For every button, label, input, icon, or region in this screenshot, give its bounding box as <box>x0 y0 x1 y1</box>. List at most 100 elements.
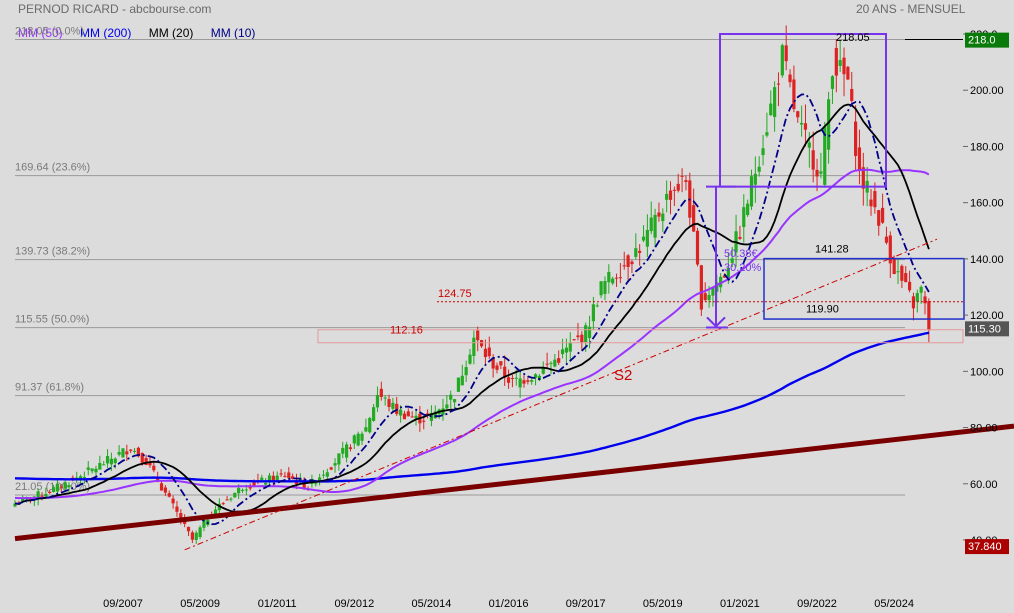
candle-body <box>850 89 854 101</box>
candle-body <box>460 375 464 386</box>
candle-body <box>572 339 576 341</box>
candle-body <box>707 294 711 301</box>
candle-body <box>591 304 595 322</box>
candle-body <box>63 482 67 489</box>
candle-body <box>152 465 156 471</box>
chart-period: 20 ANS - MENSUEL <box>856 2 966 16</box>
drop-amount-label: 50.38€ <box>724 248 758 260</box>
candle-body <box>892 258 896 275</box>
candle-body <box>904 273 908 283</box>
fib-label: 139.73 (38.2%) <box>15 246 90 258</box>
candle-body <box>749 176 754 207</box>
fib-label: 169.64 (23.6%) <box>15 162 90 174</box>
candle-body <box>873 191 877 208</box>
candle-body <box>279 473 283 475</box>
candle-body <box>156 477 160 482</box>
candle-body <box>753 173 757 185</box>
badge-high: 218.0 <box>968 35 996 47</box>
candle-body <box>487 347 491 357</box>
fib-label: 91.37 (61.8%) <box>15 382 84 394</box>
candle-body <box>861 167 865 189</box>
candle-body <box>545 363 549 365</box>
candle-body <box>348 447 353 449</box>
candle-body <box>692 205 696 232</box>
candle-body <box>175 506 179 512</box>
level-112-label: 112.16 <box>390 324 423 336</box>
candle-body <box>329 467 333 470</box>
candle-body <box>321 474 326 476</box>
candle-body <box>495 365 499 370</box>
candle-body <box>726 268 730 278</box>
candle-body <box>518 378 522 388</box>
candle-body <box>375 394 380 408</box>
candle-body <box>618 277 622 279</box>
candle-body <box>703 293 707 301</box>
candle-body <box>291 476 295 479</box>
candle-body <box>402 413 407 420</box>
candle-body <box>830 76 835 89</box>
candle-body <box>499 361 503 366</box>
candle-body <box>425 413 430 415</box>
candle-body <box>179 513 183 521</box>
candle-body <box>557 358 561 363</box>
candle-body <box>584 325 588 342</box>
candle-body <box>869 199 873 207</box>
candle-body <box>819 171 823 174</box>
x-tick-label: 01/2011 <box>258 598 297 610</box>
candle-body <box>410 416 414 418</box>
candle-body <box>580 334 584 343</box>
legend-ma10: MM (10) <box>210 26 256 40</box>
candle-body <box>603 281 607 294</box>
candle-body <box>464 367 468 376</box>
candle-body <box>337 453 341 465</box>
candle-body <box>387 399 391 407</box>
candle-body <box>846 66 850 80</box>
candle-body <box>318 477 322 482</box>
x-tick-label: 09/2022 <box>797 598 837 610</box>
badge-current: 115.30 <box>968 323 1001 335</box>
candle-body <box>834 47 838 76</box>
candle-body <box>761 148 765 156</box>
candle-body <box>121 448 125 458</box>
candle-body <box>510 377 515 379</box>
x-tick-label: 05/2014 <box>412 598 452 610</box>
candle-body <box>854 121 858 156</box>
candle-body <box>213 509 218 515</box>
level-124-label: 124.75 <box>438 288 472 300</box>
candle-body <box>900 265 904 281</box>
candle-body <box>129 449 133 451</box>
candle-body <box>368 418 372 433</box>
candle-body <box>672 189 676 191</box>
candle-body <box>896 271 900 273</box>
candle-body <box>140 453 144 463</box>
candle-body <box>634 248 638 257</box>
candle-body <box>680 175 684 177</box>
candle-body <box>132 450 137 452</box>
candle-body <box>665 193 669 200</box>
candle-body <box>383 397 387 399</box>
fib-label: 21.05 (100.0%) <box>15 481 90 493</box>
x-tick-label: 01/2016 <box>489 598 529 610</box>
candle-body <box>468 354 472 364</box>
candle-body <box>360 433 364 441</box>
candle-body <box>472 337 476 356</box>
candle-body <box>391 402 395 409</box>
candle-body <box>82 476 87 478</box>
candle-body <box>422 420 426 422</box>
candle-body <box>86 467 90 470</box>
candle-body <box>699 265 703 310</box>
candle-body <box>614 277 619 279</box>
candle-body <box>144 457 148 466</box>
candle-body <box>202 519 206 528</box>
candle-body <box>638 250 642 253</box>
drop-arrow-head <box>706 316 726 328</box>
candle-body <box>125 451 129 455</box>
top-zone-box <box>719 33 887 188</box>
candle-body <box>923 296 927 304</box>
y-tick-label: 100.00 <box>970 366 1004 378</box>
candle-body <box>880 207 885 223</box>
candle-body <box>611 278 615 284</box>
candle-body <box>560 349 565 355</box>
candle-body <box>676 183 680 191</box>
